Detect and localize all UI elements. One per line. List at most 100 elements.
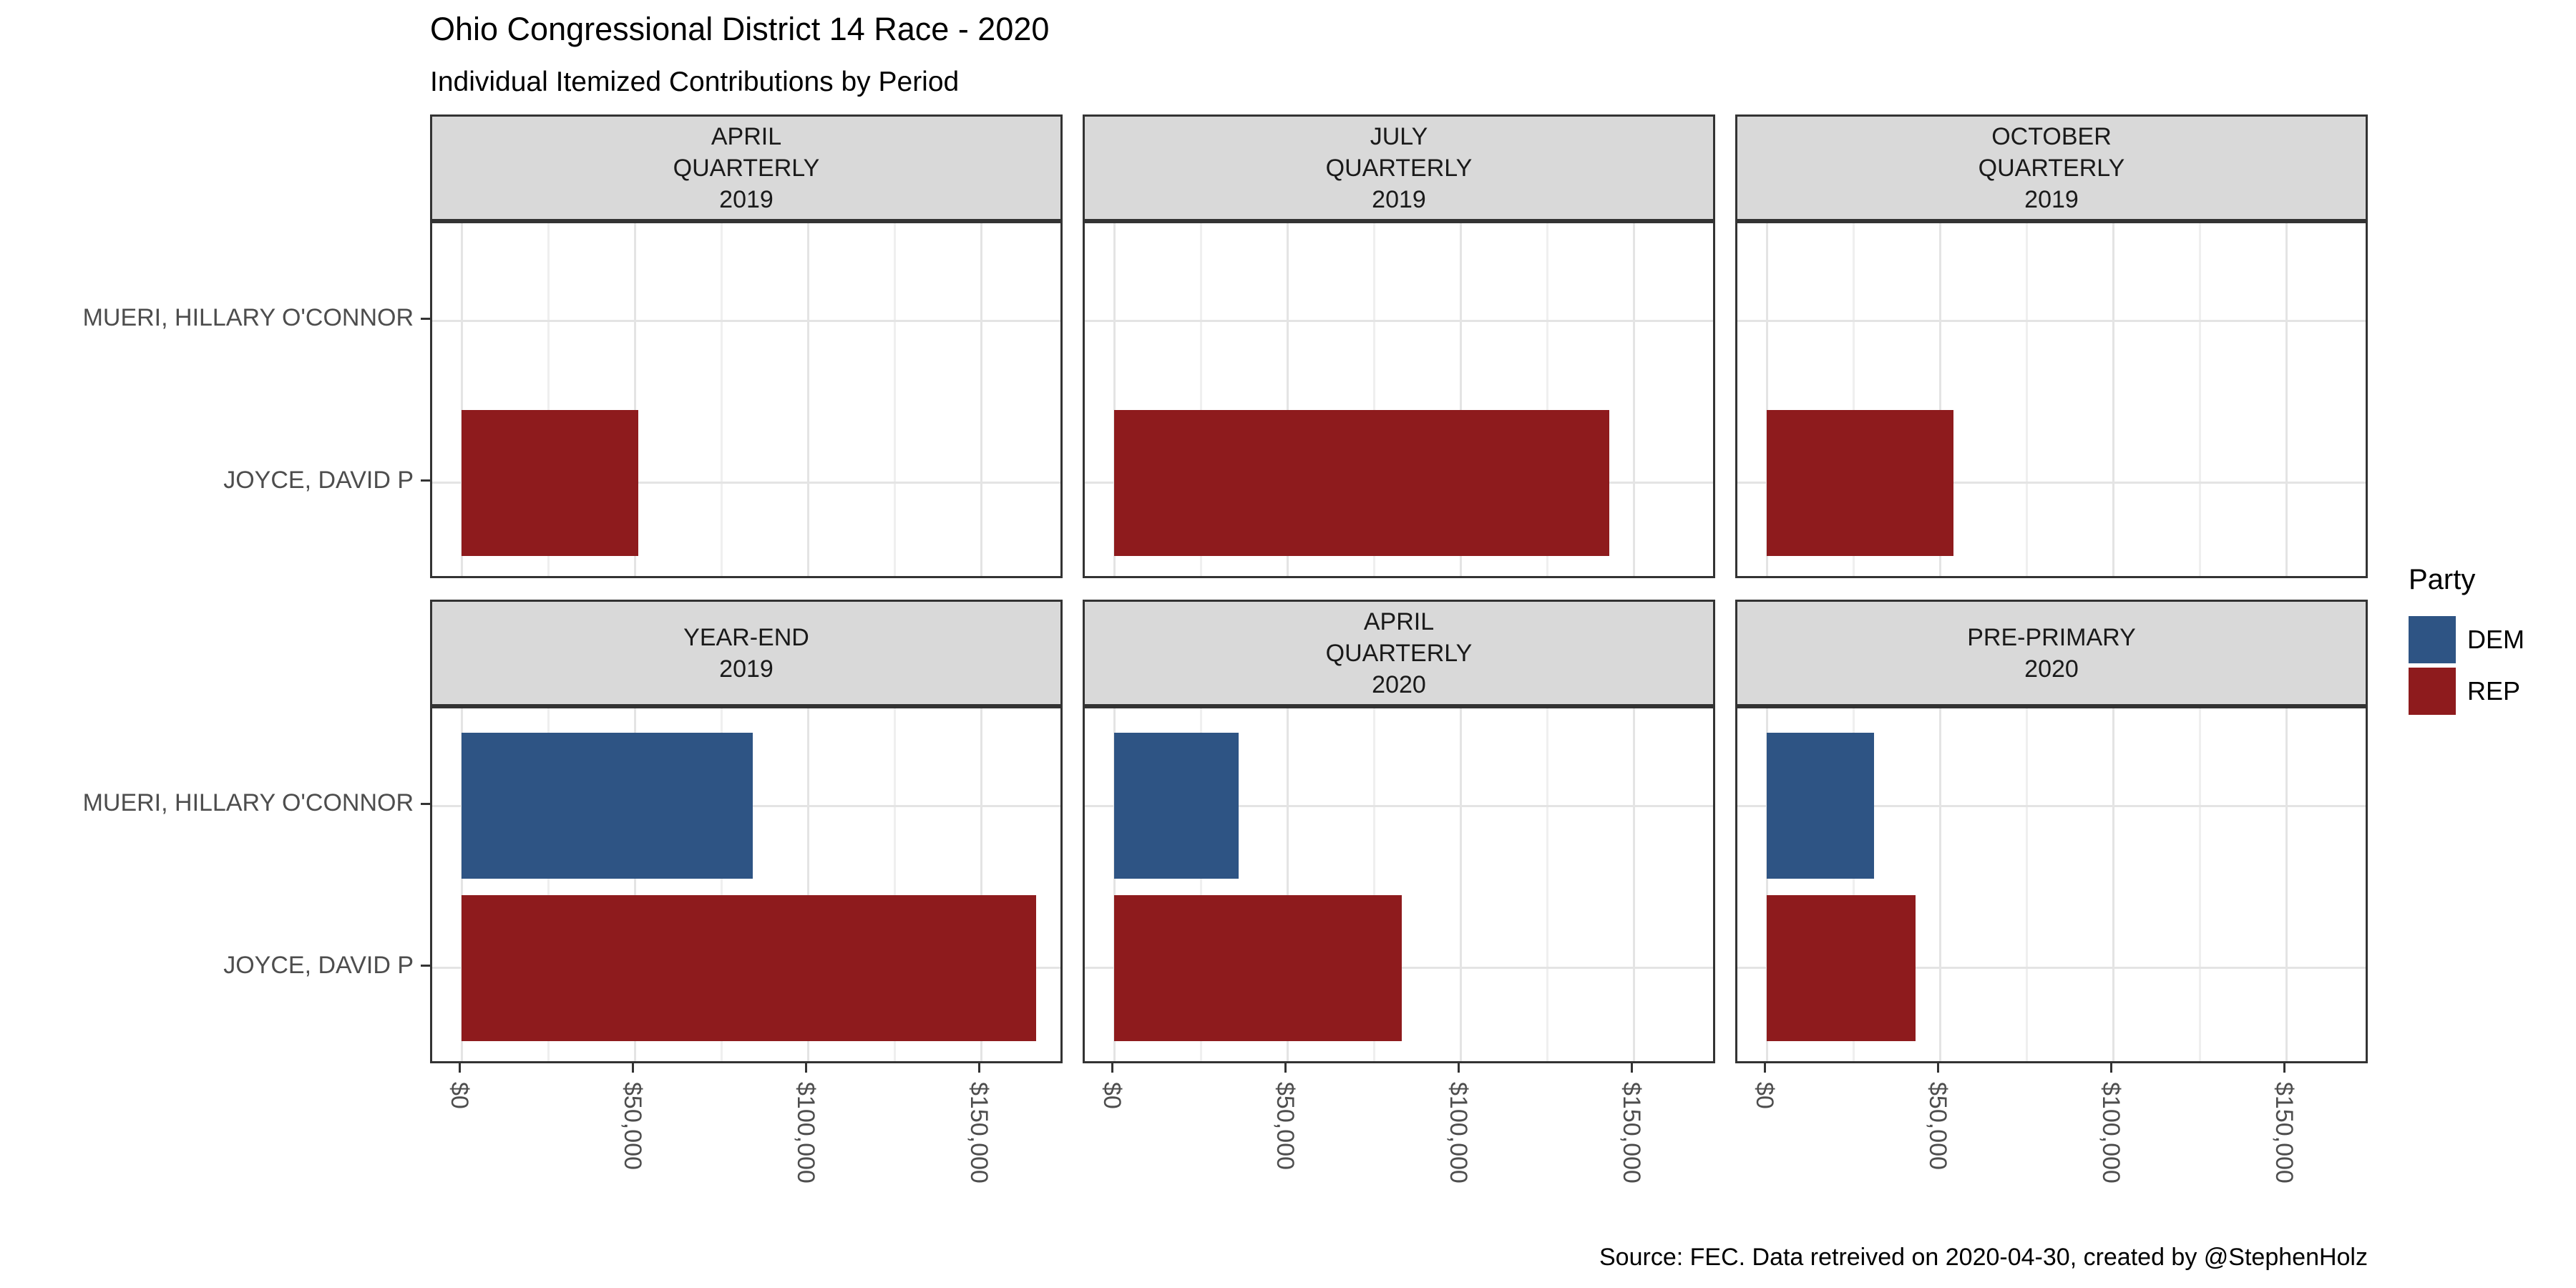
x-axis-tick-label: $150,000 [965,1082,992,1184]
facet-strip-label: 2020 [2024,655,2079,683]
gridline-y [1737,804,2366,807]
facet-strip: PRE-PRIMARY 2020 [1735,600,2368,706]
bar-rep [462,409,638,556]
facet-strip-label: PRE-PRIMARY [1967,623,2136,651]
y-axis-label: MUERI, HILLARY O'CONNOR [82,304,414,332]
facet-panel [1083,706,1715,1063]
bar-rep [1767,409,1954,556]
legend-swatch-dem [2409,616,2456,663]
gridline-x-minor [1852,223,1855,576]
legend-item-dem: DEM [2409,616,2566,663]
gridline-x-minor [1372,223,1375,576]
x-axis-tick-label: $100,000 [2097,1082,2124,1184]
gridline-x-major [806,223,809,576]
gridline-x-major [2112,708,2114,1061]
gridline-y [1737,482,2366,484]
x-axis-tick-label: $100,000 [792,1082,819,1184]
gridline-x-minor [2025,708,2028,1061]
x-axis-tick-label: $150,000 [2270,1082,2298,1184]
gridline-x-major [1765,223,1768,576]
gridline-x-minor [1852,708,1855,1061]
x-axis-tick-label: $50,000 [619,1082,646,1170]
facet-strip: APRIL QUARTERLY 2019 [430,114,1063,221]
gridline-x-minor [720,223,723,576]
facet-strip-label: OCTOBER [1991,122,2112,150]
x-axis-tick [1284,1063,1287,1073]
gridline-x-major [1632,708,1635,1061]
facet-strip-label: JULY [1370,122,1428,150]
y-axis-label: MUERI, HILLARY O'CONNOR [82,789,414,817]
gridline-x-major [806,708,809,1061]
facet-panel [430,221,1063,578]
x-axis-tick [1630,1063,1633,1073]
x-axis-tick [458,1063,461,1073]
gridline-x-minor [893,708,896,1061]
gridline-x-major [2285,708,2288,1061]
facet-panel [1735,221,2368,578]
gridline-x-major [460,223,463,576]
gridline-y [432,482,1060,484]
y-axis-tick [421,317,430,320]
legend-item-rep: REP [2409,668,2566,715]
legend-title: Party [2409,564,2476,595]
y-axis-tick [421,965,430,967]
x-axis-tick-label: $100,000 [1445,1082,1472,1184]
facet-strip-label: QUARTERLY [1978,154,2125,182]
x-axis-tick [1111,1063,1113,1073]
facet-strip-label: APRIL [1363,608,1435,635]
x-axis-tick-label: $50,000 [1924,1082,1951,1170]
gridline-x-major [1113,708,1116,1061]
gridline-x-minor [547,223,550,576]
x-axis-tick [1936,1063,1939,1073]
facet-strip: OCTOBER QUARTERLY 2019 [1735,114,2368,221]
gridline-x-major [1938,223,1941,576]
facet-strip-label: YEAR-END [683,623,809,651]
y-axis-label: JOYCE, DAVID P [223,466,414,494]
x-axis-tick-label: $0 [1751,1082,1778,1109]
bar-rep [1767,894,1916,1041]
facet-strip-label: APRIL [711,122,782,150]
x-axis-tick-label: $50,000 [1272,1082,1299,1170]
bar-dem [1767,733,1875,879]
y-axis-tick [421,479,430,482]
bar-rep [462,894,1037,1041]
x-axis-tick [804,1063,807,1073]
gridline-x-minor [2025,223,2028,576]
facet-strip: YEAR-END 2019 [430,600,1063,706]
gridline-x-major [1286,708,1289,1061]
x-axis-tick [631,1063,634,1073]
x-axis-tick [977,1063,980,1073]
gridline-x-minor [1199,708,1202,1061]
gridline-x-minor [893,223,896,576]
gridline-y [432,319,1060,322]
gridline-x-major [1286,223,1289,576]
bar-dem [1114,733,1239,879]
facet-strip-label: QUARTERLY [1325,639,1473,667]
gridline-x-major [2285,223,2288,576]
gridline-x-major [2112,223,2114,576]
gridline-x-minor [2198,223,2201,576]
facet-panel [430,706,1063,1063]
gridline-x-major [1459,223,1462,576]
x-axis-tick-label: $0 [446,1082,473,1109]
gridline-x-minor [2198,708,2201,1061]
facet-strip-label: 2019 [1372,185,1426,213]
gridline-x-major [980,223,982,576]
gridline-x-minor [720,708,723,1061]
facet-strip-label: 2019 [2024,185,2079,213]
bar-dem [462,733,753,879]
gridline-x-major [1632,223,1635,576]
gridline-x-minor [1199,223,1202,576]
facet-strip-label: 2019 [719,655,774,683]
gridline-x-major [1938,708,1941,1061]
chart-title: Ohio Congressional District 14 Race - 20… [430,11,1050,47]
legend-label-rep: REP [2467,676,2521,706]
x-axis-tick [1457,1063,1460,1073]
chart-subtitle: Individual Itemized Contributions by Per… [430,67,960,97]
legend: Party DEM REP [2399,564,2576,743]
gridline-x-major [460,708,463,1061]
gridline-x-major [1765,708,1768,1061]
x-axis-tick [1763,1063,1766,1073]
